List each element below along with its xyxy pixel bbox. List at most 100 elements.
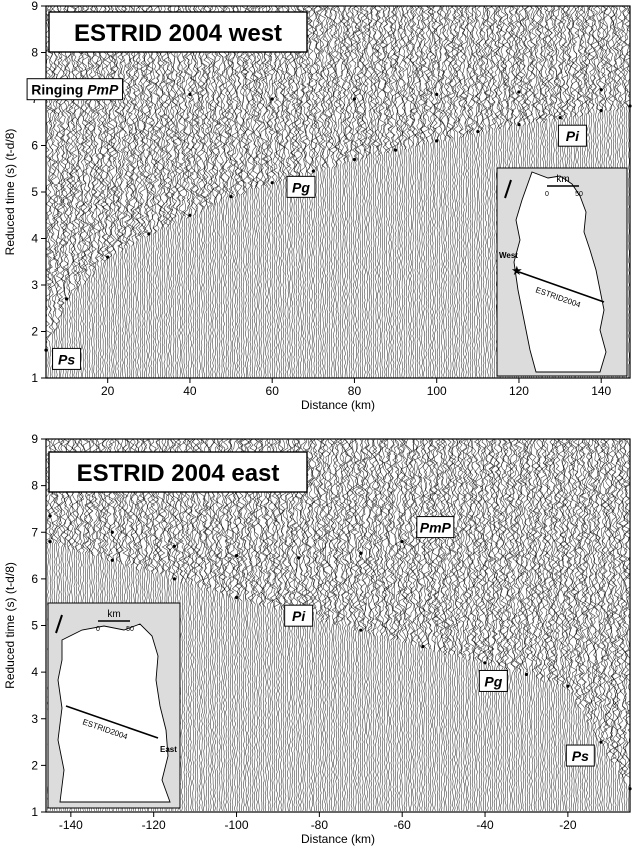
phase-label-box [284,604,314,627]
x-tick-label: 120 [509,384,529,398]
title-box [48,451,308,493]
y-tick-label: 7 [31,525,38,539]
phase-label: Pi [284,604,314,627]
pick-point [359,551,363,555]
y-tick-label: 2 [31,325,38,339]
scale-unit: km [107,609,120,620]
x-tick-label: -20 [559,818,577,832]
pick-point [421,644,425,649]
phase-label-name: Pi [292,608,306,624]
pick-point [524,672,529,677]
y-tick-label: 4 [31,232,38,246]
phase-label-box [557,124,587,147]
phase-label-box [26,78,123,101]
phase-label-box [416,516,455,539]
pick-point [147,232,151,236]
phase-label-text: Ps [572,748,589,764]
pick-point [435,139,439,143]
pick-point [352,97,357,101]
pick-point [435,92,439,96]
phase-label: Ps [565,744,595,767]
north-arrow-icon [55,614,63,634]
pick-point [106,255,110,259]
chart-panel-west: 12345678920406080100120140Distance (km)R… [3,0,632,412]
pick-point [517,122,521,127]
y-tick-label: 8 [31,46,38,60]
y-tick-label: 8 [31,479,38,493]
chart-panel-east: 1 2 3 4 5 6 7 8 9 -140 -120 -100 -80 -60 -40 -20 Distanc… [3,432,632,846]
phase-label-text: Pg [292,179,310,195]
y-tick-label: 9 [31,0,38,13]
pick-point [110,530,114,534]
scale-tick-label: 0 [545,191,549,198]
pick-point [393,148,398,152]
pick-point [483,661,487,665]
pick-point [188,92,192,96]
pick-point [352,157,357,162]
land-outline [57,623,171,803]
chart-title: ESTRID 2004 east [77,460,280,487]
scale-tick-label: 50 [126,626,134,633]
phase-label-text: Pi [566,128,580,144]
phase-label: PmP [416,516,455,539]
phase-label: Ringing PmP [26,78,123,101]
pick-point [48,514,52,518]
scale-unit: km [556,174,569,185]
x-tick-label: -140 [59,818,83,832]
y-tick-label: 6 [31,139,38,153]
phase-label-text: Ringing PmP [31,82,119,98]
x-tick-label: 140 [591,384,611,398]
phase-label-text: Pg [484,673,502,689]
pick-point [476,129,480,134]
x-axis-label: Distance (km) [301,832,375,846]
y-axis-label: Reduced time (s) (t-d/8) [3,562,17,689]
y-tick-label: 5 [31,185,38,199]
y-tick-label: 4 [31,665,38,679]
y-axis-label: Reduced time (s) (t-d/8) [3,129,17,256]
phase-label-box [565,744,595,767]
phase-label-text: Ps [58,351,75,367]
title-box [48,11,308,53]
scale-tick-label: 50 [575,191,583,198]
chart-title: ESTRID 2004 west [74,20,282,47]
x-tick-label: 60 [266,384,280,398]
pick-point [599,88,603,92]
pick-point [558,116,562,120]
x-tick-label: 20 [101,384,115,398]
y-tick-label: 3 [31,712,38,726]
x-tick-label: -40 [476,818,494,832]
y-tick-label: 5 [31,619,38,633]
phase-label-text: PmP [420,520,452,536]
pick-point [234,553,239,558]
pick-point [270,181,274,185]
phase-label-name: PmP [420,520,452,536]
pick-point [234,595,239,600]
phase-label-text: Pi [292,608,306,624]
pick-point [599,740,603,744]
phase-label-box [52,347,82,370]
phase-label-box [478,669,508,692]
pick-point [188,213,192,217]
pick-point [297,556,301,560]
phase-label-name: PmP [87,82,119,98]
y-tick-label: 2 [31,758,38,772]
phase-label-prefix: Ringing [31,82,83,98]
pick-point [270,97,274,101]
pick-point [229,195,233,199]
x-axis-label: Distance (km) [301,398,375,412]
shot-star-icon: ★ [511,263,523,278]
profile-line [518,271,605,303]
pick-point [48,539,52,544]
phase-label-name: Pg [484,673,502,689]
phase-label-name: Pi [566,128,580,144]
profile-line [65,705,159,739]
shot-point-label: East [160,745,177,754]
north-arrow-icon [504,179,512,199]
y-tick-label: 6 [31,572,38,586]
phase-label: Pg [478,669,508,692]
pick-point [599,109,603,113]
y-tick-label: 1 [31,805,38,819]
